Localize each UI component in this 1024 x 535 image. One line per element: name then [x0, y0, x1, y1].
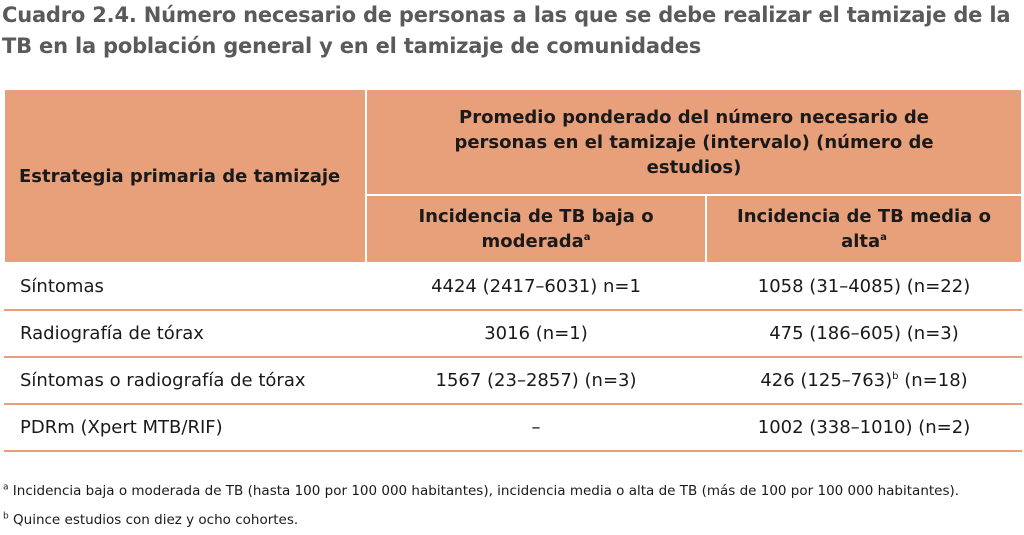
- footnote-b-mark: b: [3, 511, 9, 522]
- cell-high: 1058 (31–4085) (n=22): [706, 263, 1022, 311]
- cell-high: 475 (186–605) (n=3): [706, 310, 1022, 358]
- cell-strategy: Síntomas: [4, 263, 366, 311]
- header-group: Promedio ponderado del número necesario …: [365, 88, 1023, 196]
- footnote-ref-a: a: [583, 232, 591, 243]
- footnote-a: a Incidencia baja o moderada de TB (hast…: [3, 483, 1023, 499]
- header-low-incidence: Incidencia de TB baja o moderadaa: [365, 194, 707, 264]
- header-group-label: Promedio ponderado del número necesario …: [454, 106, 934, 178]
- cell-low: 3016 (n=1): [366, 310, 706, 358]
- table-row: PDRm (Xpert MTB/RIF) – 1002 (338–1010) (…: [4, 404, 1022, 452]
- header-low-label: Incidencia de TB baja o moderada: [418, 206, 654, 252]
- footnote-ref-b: b: [892, 371, 899, 382]
- footnote-b: b Quince estudios con diez y ocho cohort…: [3, 512, 1023, 528]
- table-row: Radiografía de tórax 3016 (n=1) 475 (186…: [4, 310, 1022, 358]
- table-row: Síntomas 4424 (2417–6031) n=1 1058 (31–4…: [4, 263, 1022, 311]
- cell-low: 1567 (23–2857) (n=3): [366, 357, 706, 405]
- footnote-a-mark: a: [3, 482, 9, 493]
- header-strategy: Estrategia primaria de tamizaje: [3, 88, 367, 264]
- footnote-ref-a: a: [880, 232, 887, 243]
- cell-strategy: PDRm (Xpert MTB/RIF): [4, 404, 366, 452]
- header-high-incidence: Incidencia de TB media o altaa: [705, 194, 1023, 264]
- cell-low: 4424 (2417–6031) n=1: [366, 263, 706, 311]
- header-high-label: Incidencia de TB media o alta: [737, 206, 991, 252]
- data-table: Estrategia primaria de tamizaje Promedio…: [3, 88, 1023, 452]
- cell-low: –: [366, 404, 706, 452]
- cell-high-value: 426 (125–763): [760, 370, 893, 391]
- cell-high: 1002 (338–1010) (n=2): [706, 404, 1022, 452]
- cell-high: 426 (125–763)b (n=18): [706, 357, 1022, 405]
- footnote-b-text: Quince estudios con diez y ocho cohortes…: [8, 512, 299, 528]
- table-title: Cuadro 2.4. Número necesario de personas…: [2, 3, 1011, 58]
- cell-high-count: (n=18): [898, 370, 968, 391]
- cell-strategy: Radiografía de tórax: [4, 310, 366, 358]
- cell-strategy: Síntomas o radiografía de tórax: [4, 357, 366, 405]
- table-row: Síntomas o radiografía de tórax 1567 (23…: [4, 357, 1022, 405]
- footnote-a-text: Incidencia baja o moderada de TB (hasta …: [8, 483, 960, 499]
